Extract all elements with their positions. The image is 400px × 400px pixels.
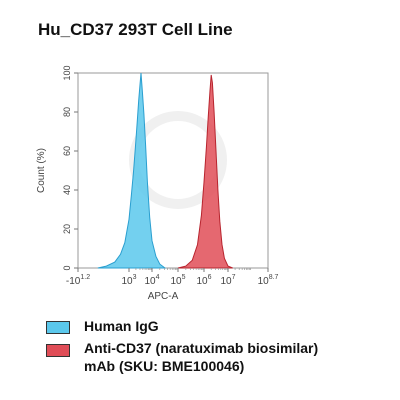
legend-swatch-anti-cd37 bbox=[46, 344, 70, 357]
x-tick-label: 103 bbox=[121, 274, 136, 287]
x-tick-label: 107 bbox=[220, 274, 235, 287]
y-tick-label: 100 bbox=[62, 65, 72, 80]
legend-swatch-human-igg bbox=[46, 321, 70, 334]
plot-frame bbox=[77, 72, 269, 269]
chart-title: Hu_CD37 293T Cell Line bbox=[38, 20, 233, 39]
x-tick-label: 104 bbox=[144, 274, 159, 287]
series-area-human-igg bbox=[97, 72, 167, 269]
legend-label-human-igg: Human IgG bbox=[84, 318, 159, 334]
y-tick-label: 0 bbox=[62, 265, 72, 270]
series-area-anti-cd37 bbox=[177, 74, 233, 269]
legend-label-anti-cd37-line1: Anti-CD37 (naratuximab biosimilar) bbox=[84, 340, 319, 356]
x-axis-label: APC-A bbox=[148, 291, 179, 302]
y-axis-label: Count (%) bbox=[36, 148, 47, 193]
x-tick-label: -101.2 bbox=[66, 274, 90, 287]
x-tick-label: 105 bbox=[170, 274, 185, 287]
legend-label-anti-cd37-line2: mAb (SKU: BME100046) bbox=[84, 358, 245, 374]
x-tick-label: 108.7 bbox=[258, 274, 279, 287]
y-tick-label: 40 bbox=[62, 185, 72, 195]
x-tick-label: 106 bbox=[196, 274, 211, 287]
y-tick-label: 60 bbox=[62, 146, 72, 156]
y-tick-label: 20 bbox=[62, 224, 72, 234]
y-tick-label: 80 bbox=[62, 107, 72, 117]
